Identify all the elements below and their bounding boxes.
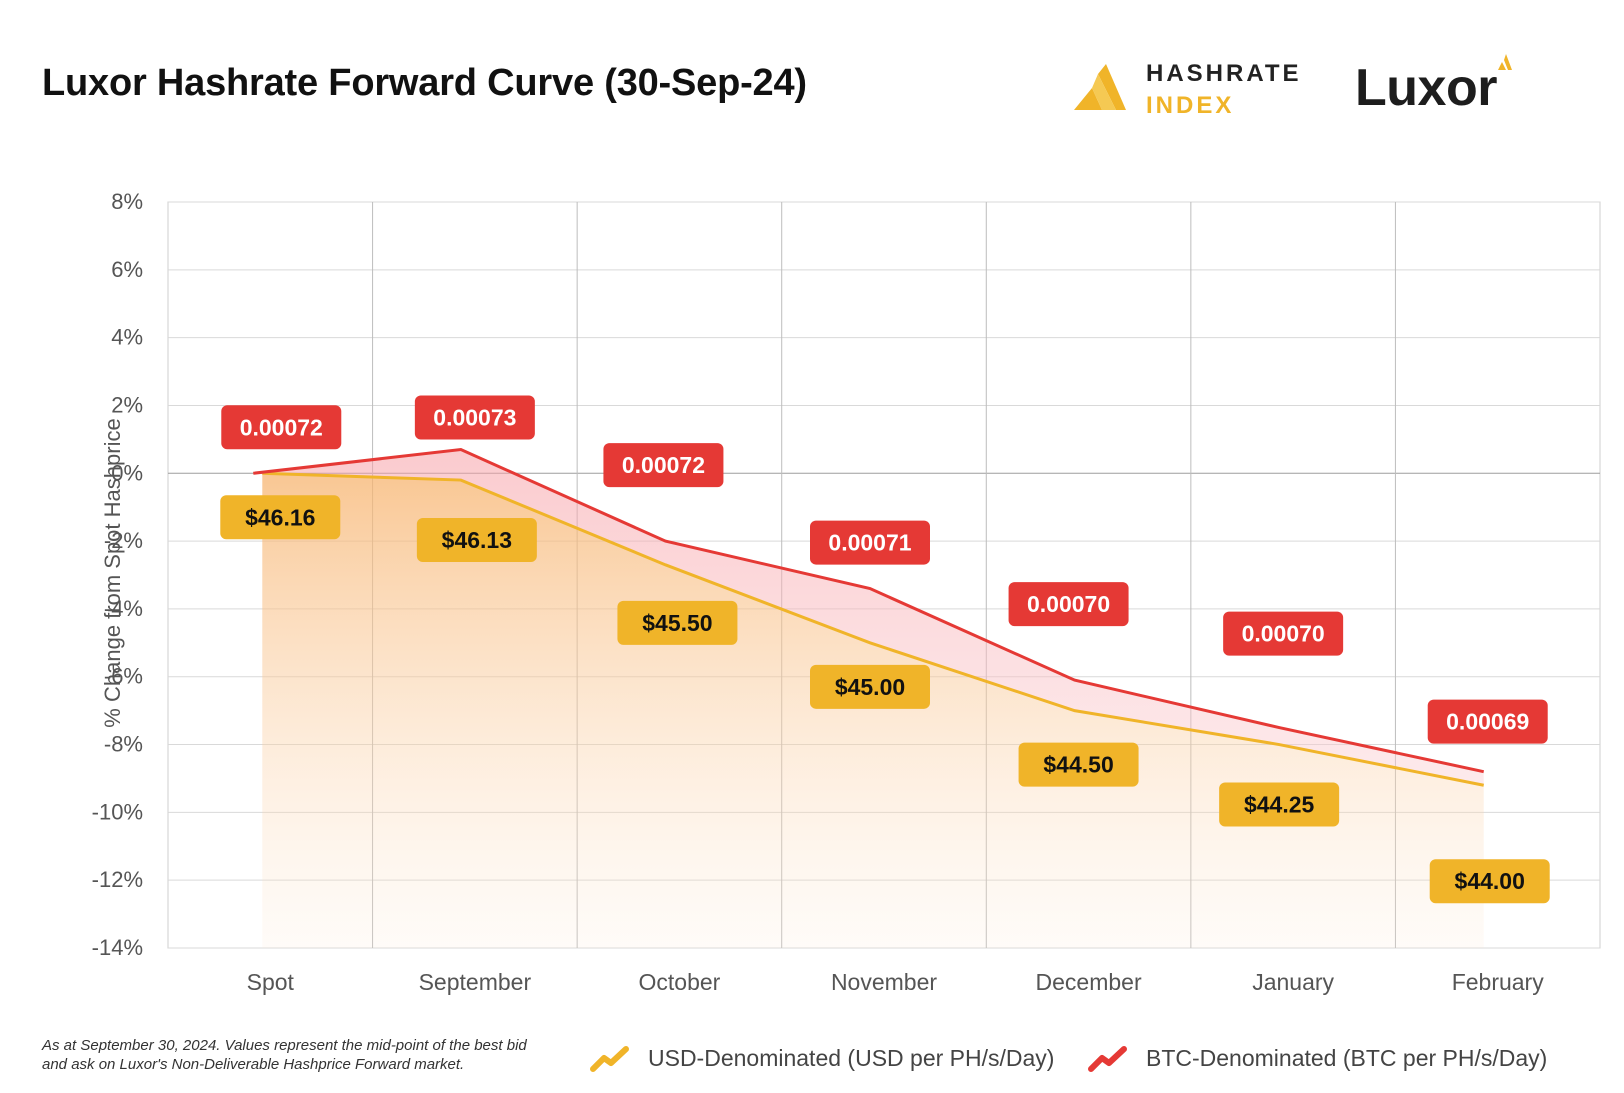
- svg-text:$44.00: $44.00: [1455, 868, 1525, 894]
- y-tick-label: -6%: [104, 664, 143, 689]
- btc-band-area: [253, 449, 1484, 786]
- svg-text:0.00072: 0.00072: [622, 452, 705, 478]
- btc-data-label: 0.00073: [414, 395, 535, 440]
- svg-text:$45.50: $45.50: [642, 610, 712, 636]
- usd-data-label: $45.00: [810, 664, 930, 709]
- svg-text:$46.16: $46.16: [245, 504, 315, 530]
- x-tick-label: November: [831, 969, 937, 995]
- y-tick-label: 8%: [111, 189, 143, 214]
- legend-usd-label: USD-Denominated (USD per PH/s/Day): [648, 1044, 1055, 1071]
- btc-line-icon: [1088, 1046, 1127, 1072]
- y-tick-label: 2%: [111, 392, 143, 417]
- y-tick-label: 0%: [111, 460, 143, 485]
- btc-data-label: 0.00070: [1223, 611, 1344, 656]
- usd-data-label: $44.00: [1429, 859, 1550, 904]
- hashrate-index-logo-icon: [1074, 64, 1126, 110]
- legend-usd: USD-Denominated (USD per PH/s/Day): [590, 1040, 1054, 1076]
- usd-data-label: $45.50: [617, 600, 738, 645]
- legend-btc: BTC-Denominated (BTC per PH/s/Day): [1088, 1040, 1547, 1076]
- luxor-logo: Luxor: [1355, 59, 1497, 117]
- btc-data-label: 0.00072: [221, 405, 342, 450]
- y-tick-label: -12%: [92, 867, 143, 892]
- usd-area: [262, 473, 1484, 948]
- y-tick-label: 6%: [111, 257, 143, 282]
- svg-text:0.00072: 0.00072: [240, 414, 323, 440]
- page-title: Luxor Hashrate Forward Curve (30-Sep-24): [42, 62, 807, 104]
- y-tick-label: -14%: [92, 935, 143, 960]
- svg-text:$44.50: $44.50: [1043, 752, 1113, 778]
- index-logo-text: INDEX: [1146, 92, 1235, 119]
- svg-text:0.00070: 0.00070: [1027, 591, 1110, 617]
- svg-text:$46.13: $46.13: [442, 527, 512, 553]
- x-tick-label: December: [1036, 969, 1142, 995]
- y-tick-label: -4%: [104, 596, 143, 621]
- svg-text:$44.25: $44.25: [1244, 792, 1315, 818]
- footnote: As at September 30, 2024. Values represe…: [42, 1037, 527, 1073]
- btc-data-label: 0.00069: [1427, 699, 1548, 744]
- svg-text:0.00069: 0.00069: [1446, 709, 1529, 735]
- btc-data-label: 0.00072: [603, 443, 724, 488]
- svg-text:0.00070: 0.00070: [1242, 621, 1325, 647]
- usd-data-label: $46.16: [220, 495, 341, 540]
- y-tick-label: -2%: [104, 528, 143, 553]
- usd-series-line: [262, 471, 1485, 787]
- y-axis-title: % Change from Spot Hashprice: [100, 418, 125, 728]
- x-tick-label: January: [1252, 969, 1334, 995]
- btc-data-label: 0.00071: [810, 520, 930, 565]
- svg-text:0.00073: 0.00073: [433, 405, 516, 431]
- hashrate-logo-text: HASHRATE: [1146, 60, 1302, 87]
- legend-btc-label: BTC-Denominated (BTC per PH/s/Day): [1146, 1044, 1548, 1071]
- usd-line-icon: [590, 1046, 629, 1072]
- usd-data-label: $44.25: [1219, 782, 1340, 827]
- x-tick-label: September: [419, 969, 532, 995]
- luxor-mark-icon: [1498, 54, 1512, 70]
- btc-series-line: [253, 447, 1485, 774]
- x-tick-label: Spot: [247, 969, 295, 995]
- svg-text:$45.00: $45.00: [835, 674, 905, 700]
- y-tick-label: -8%: [104, 732, 143, 757]
- y-tick-label: 4%: [111, 325, 143, 350]
- usd-data-label: $46.13: [416, 518, 537, 563]
- btc-data-label: 0.00070: [1008, 582, 1129, 627]
- y-tick-label: -10%: [92, 799, 143, 824]
- svg-text:0.00071: 0.00071: [828, 530, 911, 556]
- x-tick-label: October: [639, 969, 721, 995]
- usd-data-label: $44.50: [1018, 742, 1139, 787]
- x-tick-label: February: [1452, 969, 1545, 995]
